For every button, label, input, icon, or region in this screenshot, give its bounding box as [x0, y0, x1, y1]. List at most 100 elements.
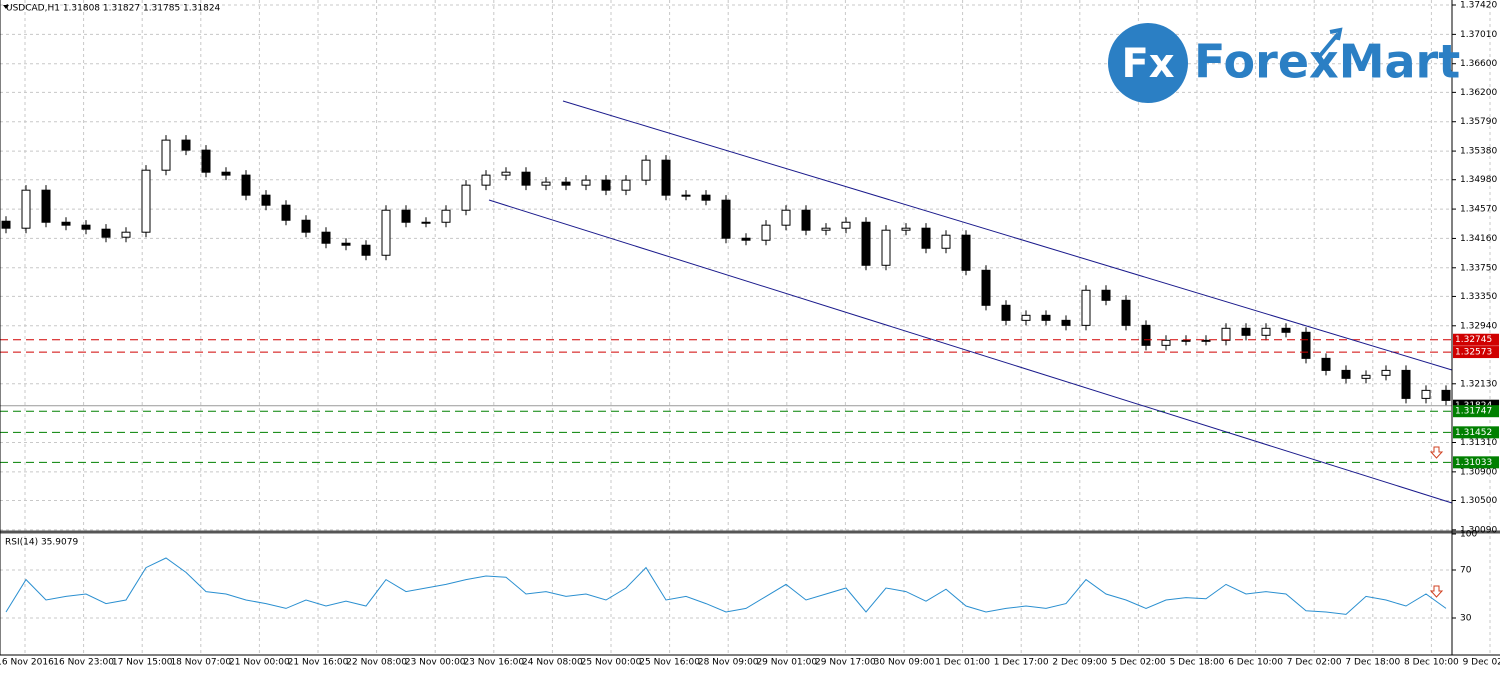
x-tick-label: 24 Nov 08:00: [522, 658, 583, 668]
y-tick-label: 1.32130: [1460, 379, 1497, 389]
price-label: 1.31452: [1455, 428, 1492, 438]
candle-body: [1421, 389, 1431, 399]
logo-circle: [1108, 23, 1188, 103]
x-tick-label: 9 Dec 02:00: [1463, 658, 1500, 668]
x-tick-label: 21 Nov 00:00: [229, 658, 290, 668]
candle-body: [761, 224, 771, 241]
candle-body: [1301, 331, 1311, 359]
candle-body: [441, 209, 451, 223]
x-tick-label: 7 Dec 18:00: [1345, 658, 1400, 668]
candle-body: [861, 221, 871, 266]
candle-body: [841, 221, 851, 229]
candle-body: [1261, 327, 1271, 336]
candle-body: [1161, 339, 1171, 346]
candle-body: [1, 220, 11, 229]
candle-body: [401, 209, 411, 223]
x-tick-label: 25 Nov 16:00: [639, 658, 700, 668]
candle-body: [421, 221, 431, 224]
y-tick-label: 1.35380: [1460, 147, 1497, 157]
x-tick-label: 16 Nov 2016: [0, 658, 54, 668]
x-tick-label: 30 Nov 09:00: [874, 658, 935, 668]
candle-body: [1401, 369, 1411, 399]
x-tick-label: 8 Dec 10:00: [1404, 658, 1459, 668]
candle-body: [921, 227, 931, 249]
price-label-box: [1453, 456, 1499, 469]
candle-body: [1281, 327, 1291, 333]
title-arrow: [3, 5, 9, 9]
y-tick-label: 1.34160: [1460, 234, 1497, 244]
candle-body: [541, 181, 551, 186]
candle-body: [461, 184, 471, 211]
candle-body: [61, 221, 71, 226]
sell-arrow: [1429, 446, 1444, 459]
price-label-box: [1453, 426, 1499, 439]
candle-body: [501, 171, 511, 176]
candle-body: [1001, 304, 1011, 321]
x-tick-label: 23 Nov 00:00: [405, 658, 466, 668]
y-tick-label: 1.30090: [1460, 525, 1497, 535]
chart-title: USDCAD,H1 1.31808 1.31827 1.31785 1.3182…: [6, 4, 221, 14]
candle-body: [741, 237, 751, 241]
price-label-box: [1453, 346, 1499, 359]
candle-body: [281, 204, 291, 221]
rsi-line: [5, 557, 1447, 615]
candle-body: [1221, 327, 1231, 341]
candle-body: [141, 169, 151, 233]
y-tick-label: 1.34980: [1460, 175, 1497, 185]
candle-body: [361, 244, 371, 256]
x-tick-label: 23 Nov 16:00: [463, 658, 524, 668]
channel-lower: [488, 199, 1453, 504]
candle-body: [81, 224, 91, 230]
x-tick-label: 5 Dec 18:00: [1170, 658, 1225, 668]
candle-body: [681, 194, 691, 197]
y-tick-label: 1.30500: [1460, 496, 1497, 506]
y-tick-label: 1.36200: [1460, 88, 1497, 98]
channel-upper: [562, 100, 1453, 371]
x-tick-label: 5 Dec 02:00: [1111, 658, 1166, 668]
candle-body: [561, 181, 571, 186]
price-label: 1.31747: [1455, 407, 1492, 417]
x-tick-label: 6 Dec 10:00: [1228, 658, 1283, 668]
logo: Fx ForexMart: [1108, 23, 1460, 103]
y-tick-label: 1.35790: [1460, 117, 1497, 127]
candle-body: [781, 209, 791, 226]
price-label-box: [1453, 405, 1499, 418]
y-tick-label: 1.34570: [1460, 205, 1497, 215]
candle-body: [1061, 319, 1071, 326]
logo-text: ForexMart: [1194, 35, 1460, 89]
candle-body: [1321, 357, 1331, 371]
candle-body: [1381, 369, 1391, 376]
marks: [0, 135, 1452, 615]
candle-body: [701, 194, 711, 201]
candle-body: [101, 228, 111, 238]
y-tick-label: 1.33750: [1460, 263, 1497, 273]
candle-body: [221, 171, 231, 176]
x-tick-label: 2 Dec 09:00: [1052, 658, 1107, 668]
candle-body: [321, 231, 331, 244]
price-label-box: [1453, 333, 1499, 346]
candle-body: [961, 234, 971, 271]
x-tick-label: 25 Nov 00:00: [581, 658, 642, 668]
candle-body: [41, 189, 51, 223]
price-label: 1.32745: [1455, 335, 1492, 345]
x-tick-label: 21 Nov 16:00: [288, 658, 349, 668]
candle-body: [301, 219, 311, 233]
price-label: 1.32573: [1455, 348, 1492, 358]
candle-body: [261, 194, 271, 206]
x-tick-label: 18 Nov 07:00: [170, 658, 231, 668]
candle-body: [1041, 314, 1051, 321]
candle-body: [241, 174, 251, 196]
candle-body: [481, 174, 491, 186]
price-label: 1.31033: [1455, 458, 1492, 468]
x-tick-label: 1 Dec 01:00: [935, 658, 990, 668]
candle-body: [801, 209, 811, 231]
candle-body: [1021, 314, 1031, 321]
candle-body: [1081, 289, 1091, 326]
candle-body: [521, 171, 531, 186]
candle-body: [901, 227, 911, 231]
candle-body: [941, 234, 951, 249]
y-tick-label: 1.33350: [1460, 292, 1497, 302]
rsi-title: RSI(14) 35.9079: [5, 538, 78, 548]
